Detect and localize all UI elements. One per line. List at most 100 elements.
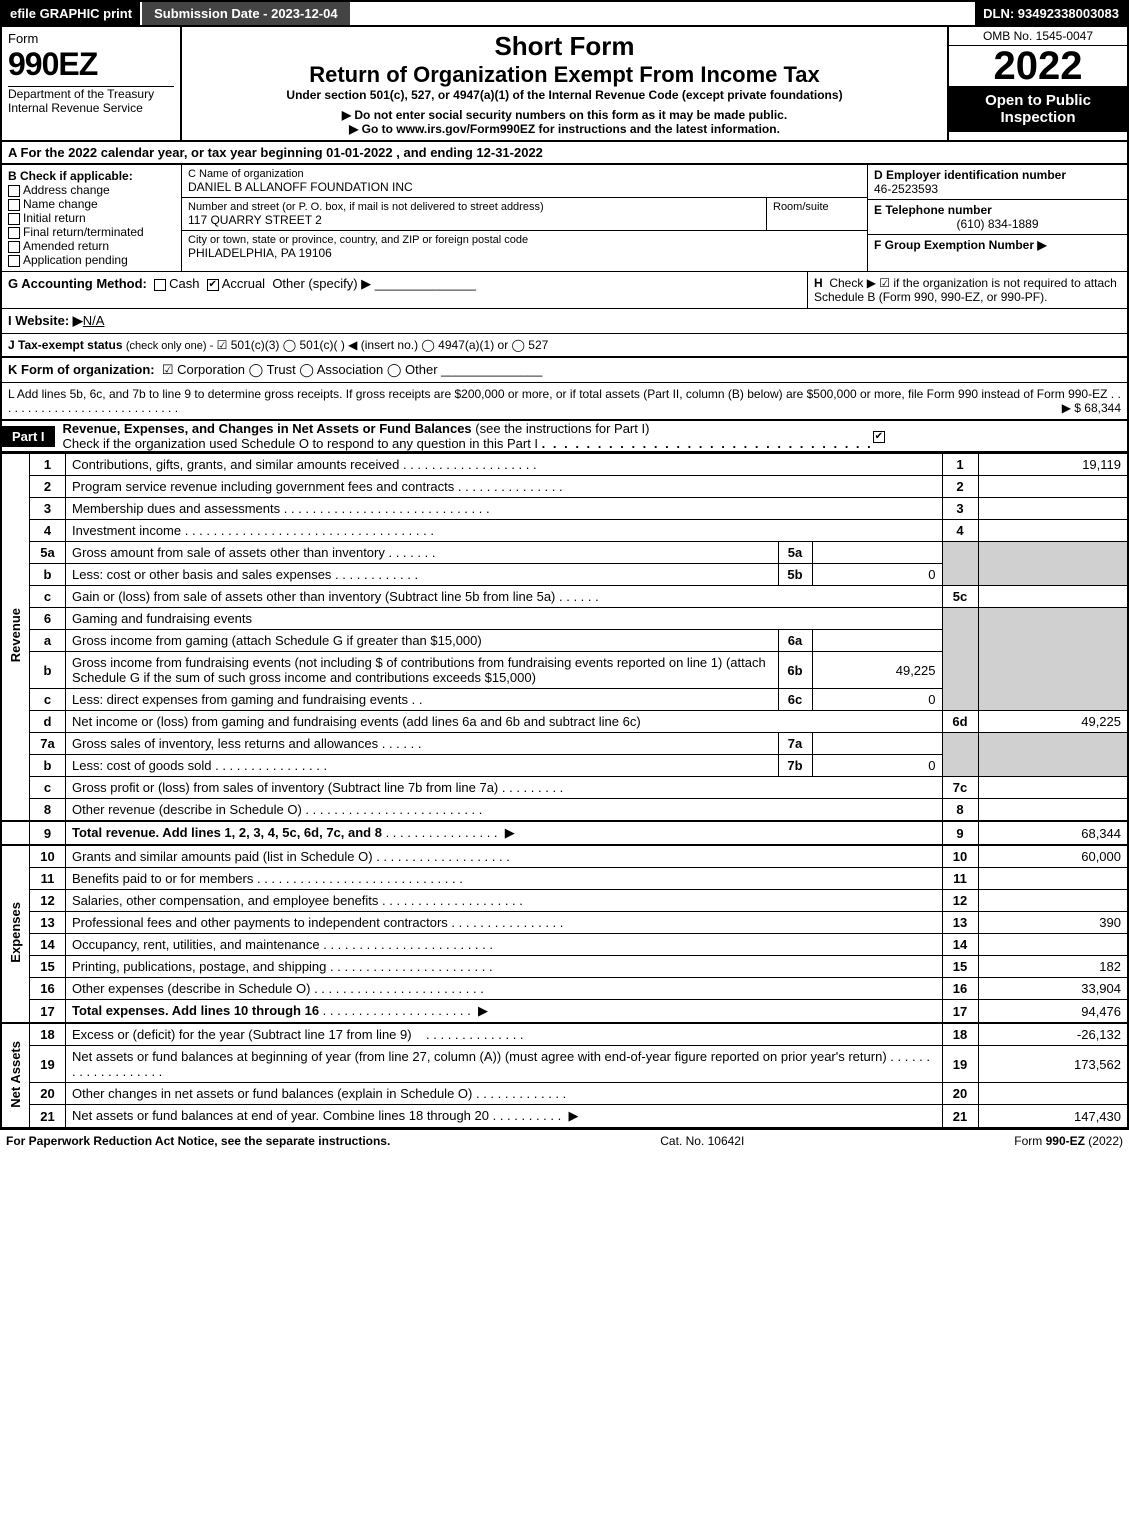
ln-5b: b	[30, 564, 66, 586]
l-gross-receipts: L Add lines 5b, 6c, and 7b to line 9 to …	[0, 383, 1129, 421]
ln-6: 6	[30, 608, 66, 630]
line-a-tax-year: A For the 2022 calendar year, or tax yea…	[0, 142, 1129, 165]
ln-16: 16	[30, 978, 66, 1000]
ln-6c-text: Less: direct expenses from gaming and fu…	[72, 692, 408, 707]
ln-13-text: Professional fees and other payments to …	[72, 915, 448, 930]
submission-date: Submission Date - 2023-12-04	[140, 2, 350, 25]
ln-15-amt: 182	[978, 956, 1128, 978]
b-label: B Check if applicable:	[8, 169, 175, 183]
g-cash[interactable]: Cash	[169, 276, 199, 291]
g-accrual[interactable]: Accrual	[222, 276, 265, 291]
ln-6b: b	[30, 652, 66, 689]
ln-8-text: Other revenue (describe in Schedule O)	[72, 802, 302, 817]
ln-6b-text: Gross income from fundraising events (no…	[66, 652, 779, 689]
ln-7b-amt: 0	[812, 755, 942, 777]
chk-initial-return[interactable]: Initial return	[8, 211, 175, 225]
tax-year: 2022	[949, 46, 1127, 86]
form-id-footer: Form 990-EZ (2022)	[1014, 1134, 1123, 1148]
form-header: Form 990EZ Department of the Treasury In…	[0, 27, 1129, 142]
city-value: PHILADELPHIA, PA 19106	[188, 246, 861, 260]
ln-12-text: Salaries, other compensation, and employ…	[72, 893, 378, 908]
street-label: Number and street (or P. O. box, if mail…	[188, 201, 760, 213]
ln-10: 10	[30, 845, 66, 868]
ln-17-text: Total expenses. Add lines 10 through 16	[72, 1003, 319, 1018]
ln-4-text: Investment income	[72, 523, 181, 538]
ln-11-text: Benefits paid to or for members	[72, 871, 253, 886]
g-other[interactable]: Other (specify) ▶	[272, 276, 371, 291]
ln-21-amt: 147,430	[978, 1105, 1128, 1129]
ln-3-text: Membership dues and assessments	[72, 501, 280, 516]
ln-9: 9	[30, 821, 66, 845]
street-value: 117 QUARRY STREET 2	[188, 213, 760, 227]
top-bar: efile GRAPHIC print Submission Date - 20…	[0, 0, 1129, 27]
city-label: City or town, state or province, country…	[188, 234, 861, 246]
ln-4: 4	[30, 520, 66, 542]
c-name-label: C Name of organization	[188, 168, 861, 180]
j-tax-exempt-status: J Tax-exempt status (check only one) - ☑…	[0, 333, 1129, 356]
subtitle: Under section 501(c), 527, or 4947(a)(1)…	[188, 88, 941, 102]
dept-treasury: Department of the Treasury	[8, 87, 174, 101]
k-form-of-org: K Form of organization: ☑ Corporation ◯ …	[0, 356, 1129, 383]
e-phone-value: (610) 834-1889	[874, 217, 1121, 231]
expenses-section-label: Expenses	[1, 845, 30, 1023]
ln-10-amt: 60,000	[978, 845, 1128, 868]
ln-6c-amt: 0	[812, 689, 942, 711]
form-word: Form	[8, 31, 174, 46]
chk-final-return[interactable]: Final return/terminated	[8, 225, 175, 239]
ln-7b: b	[30, 755, 66, 777]
chk-name-change[interactable]: Name change	[8, 197, 175, 211]
page-footer: For Paperwork Reduction Act Notice, see …	[0, 1129, 1129, 1152]
ln-6d-amt: 49,225	[978, 711, 1128, 733]
irs-label: Internal Revenue Service	[8, 101, 174, 115]
ln-14: 14	[30, 934, 66, 956]
ln-19-amt: 173,562	[978, 1046, 1128, 1083]
ln-15: 15	[30, 956, 66, 978]
ln-6-text: Gaming and fundraising events	[66, 608, 943, 630]
ln-10-text: Grants and similar amounts paid (list in…	[72, 849, 373, 864]
ln-13: 13	[30, 912, 66, 934]
ln-7b-text: Less: cost of goods sold	[72, 758, 211, 773]
ln-1: 1	[30, 454, 66, 476]
ln-20: 20	[30, 1083, 66, 1105]
ln-6a-text: Gross income from gaming (attach Schedul…	[66, 630, 779, 652]
ln-13-amt: 390	[978, 912, 1128, 934]
ln-18-amt: -26,132	[978, 1023, 1128, 1046]
d-ein-label: D Employer identification number	[874, 168, 1121, 182]
chk-application-pending[interactable]: Application pending	[8, 253, 175, 267]
chk-address-change[interactable]: Address change	[8, 183, 175, 197]
ln-18: 18	[30, 1023, 66, 1046]
ln-15-text: Printing, publications, postage, and shi…	[72, 959, 326, 974]
dln-label: DLN: 93492338003083	[975, 2, 1127, 25]
ln-7a: 7a	[30, 733, 66, 755]
ln-6d: d	[30, 711, 66, 733]
ln-12: 12	[30, 890, 66, 912]
instructions-link[interactable]: ▶ Go to www.irs.gov/Form990EZ for instru…	[188, 122, 941, 136]
d-ein-value: 46-2523593	[874, 182, 1121, 196]
short-form-title: Short Form	[188, 31, 941, 62]
part-i-tag: Part I	[2, 426, 55, 447]
net-assets-section-label: Net Assets	[1, 1023, 30, 1128]
ln-5c: c	[30, 586, 66, 608]
block-b-c-def: B Check if applicable: Address change Na…	[0, 165, 1129, 271]
part-i-table: Revenue 1 Contributions, gifts, grants, …	[0, 453, 1129, 1129]
ln-5c-text: Gain or (loss) from sale of assets other…	[72, 589, 555, 604]
ln-1-text: Contributions, gifts, grants, and simila…	[72, 457, 399, 472]
ln-3: 3	[30, 498, 66, 520]
ln-8: 8	[30, 799, 66, 822]
ln-7a-text: Gross sales of inventory, less returns a…	[72, 736, 378, 751]
org-name: DANIEL B ALLANOFF FOUNDATION INC	[188, 180, 861, 194]
ln-6d-text: Net income or (loss) from gaming and fun…	[66, 711, 943, 733]
ln-5b-text: Less: cost or other basis and sales expe…	[72, 567, 331, 582]
ln-5b-amt: 0	[812, 564, 942, 586]
chk-amended-return[interactable]: Amended return	[8, 239, 175, 253]
h-schedule-b: H Check ▶ ☑ if the organization is not r…	[807, 272, 1127, 308]
ln-1-box: 1	[942, 454, 978, 476]
schedule-o-checkbox[interactable]	[873, 431, 885, 443]
ln-16-amt: 33,904	[978, 978, 1128, 1000]
paperwork-notice: For Paperwork Reduction Act Notice, see …	[6, 1134, 390, 1148]
ln-17: 17	[30, 1000, 66, 1024]
ln-2-text: Program service revenue including govern…	[72, 479, 454, 494]
ln-16-text: Other expenses (describe in Schedule O)	[72, 981, 310, 996]
efile-print-label[interactable]: efile GRAPHIC print	[2, 2, 140, 25]
ln-1-amt: 19,119	[978, 454, 1128, 476]
